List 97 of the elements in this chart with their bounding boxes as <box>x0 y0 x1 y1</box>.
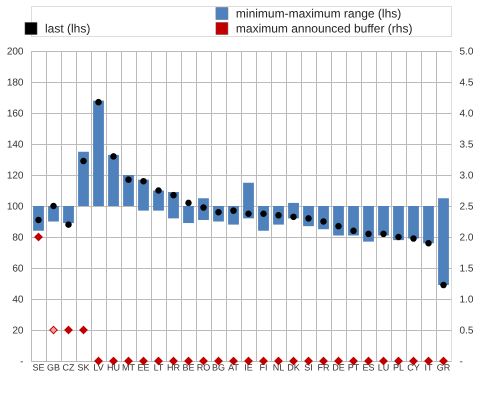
bar <box>48 206 59 222</box>
bar <box>423 206 434 244</box>
point <box>245 210 252 217</box>
point <box>155 187 162 194</box>
point <box>170 192 177 198</box>
bar <box>243 182 254 218</box>
y-tick-label: - <box>20 356 24 368</box>
point <box>425 240 432 246</box>
y2-tick-label: 0.5 <box>460 326 474 336</box>
legend-label: minimum-maximum range (lhs) <box>236 6 402 20</box>
point <box>350 228 357 234</box>
point <box>185 200 192 206</box>
bar <box>363 206 374 242</box>
y-tick-label: 200 <box>6 46 24 58</box>
bar <box>93 100 104 206</box>
y2-tick-label: 4.0 <box>460 108 474 120</box>
y-tick-label: 160 <box>6 108 24 120</box>
point <box>380 230 387 238</box>
y2-tick-label: - <box>460 356 463 368</box>
x-tick-label: HU <box>107 362 120 372</box>
bar <box>333 206 344 236</box>
x-tick-label: PT <box>348 362 360 372</box>
point <box>410 235 417 242</box>
x-tick-label: CZ <box>62 362 75 372</box>
bar <box>63 206 74 224</box>
x-tick-label: EE <box>137 362 150 372</box>
x-tick-label: LT <box>154 362 164 372</box>
y2-tick-label: 3.5 <box>460 140 474 150</box>
y2-tick-label: 1.0 <box>460 294 474 306</box>
bar <box>153 190 164 211</box>
x-tick-label: SI <box>304 362 313 372</box>
point <box>140 178 147 184</box>
point <box>365 230 372 238</box>
y-tick-label: 40 <box>12 294 24 306</box>
y-tick-label: 140 <box>6 140 24 150</box>
bar <box>438 198 449 286</box>
point <box>79 326 88 334</box>
y2-tick-label: 3.0 <box>460 170 474 182</box>
x-tick-label: AT <box>228 362 240 372</box>
point <box>64 326 73 334</box>
x-tick-label: IE <box>244 362 253 372</box>
point <box>260 210 267 217</box>
bar <box>393 206 404 240</box>
x-tick-label: BE <box>182 362 195 372</box>
x-tick-label: BG <box>212 362 226 372</box>
x-tick-label: CY <box>407 362 420 372</box>
y2-tick-label: 1.5 <box>460 264 474 274</box>
y-tick-label: 60 <box>12 264 24 274</box>
legend-label: last (lhs) <box>45 22 90 36</box>
bar <box>108 154 119 206</box>
y-tick-label: 20 <box>12 326 24 336</box>
point <box>95 98 102 106</box>
point <box>320 218 327 225</box>
bar <box>348 206 359 236</box>
point <box>440 282 447 288</box>
x-tick-label: PL <box>392 362 404 372</box>
x-tick-label: ES <box>362 362 375 372</box>
y-tick-label: 100 <box>6 202 24 212</box>
point <box>125 176 132 183</box>
x-tick-label: SE <box>32 362 45 372</box>
y2-tick-label: 5.0 <box>460 46 474 58</box>
point <box>80 158 87 164</box>
bar <box>408 206 419 239</box>
point <box>290 214 297 220</box>
bar <box>138 180 149 211</box>
point <box>49 326 58 334</box>
y-tick-label: 80 <box>12 232 24 244</box>
x-tick-label: HR <box>167 362 180 372</box>
x-tick-label: FR <box>318 362 330 372</box>
y-tick-label: 180 <box>6 78 24 88</box>
point <box>395 234 402 240</box>
point <box>50 202 57 210</box>
y2-tick-label: 2.0 <box>460 232 474 244</box>
x-tick-label: LU <box>378 362 390 372</box>
point <box>65 221 72 228</box>
x-tick-label: SK <box>77 362 90 372</box>
y2-tick-label: 4.5 <box>460 78 474 88</box>
x-tick-label: NL <box>272 362 284 372</box>
y-tick-label: 120 <box>6 170 24 182</box>
x-tick-label: DK <box>287 362 300 372</box>
point <box>230 207 237 214</box>
x-tick-label: GB <box>46 362 60 372</box>
x-tick-label: GR <box>436 362 451 372</box>
bar <box>378 206 389 236</box>
bar <box>123 175 134 206</box>
point <box>34 232 43 242</box>
legend-label: maximum announced buffer (rhs) <box>236 22 412 36</box>
y2-tick-label: 2.5 <box>460 202 474 212</box>
x-tick-label: LV <box>93 362 104 372</box>
x-tick-label: DE <box>332 362 345 372</box>
x-tick-label: RO <box>196 362 210 372</box>
bar <box>78 152 89 206</box>
point <box>110 153 117 160</box>
x-tick-label: MT <box>122 362 136 372</box>
bar <box>183 206 194 224</box>
x-tick-label: FI <box>260 362 268 372</box>
point <box>335 222 342 230</box>
